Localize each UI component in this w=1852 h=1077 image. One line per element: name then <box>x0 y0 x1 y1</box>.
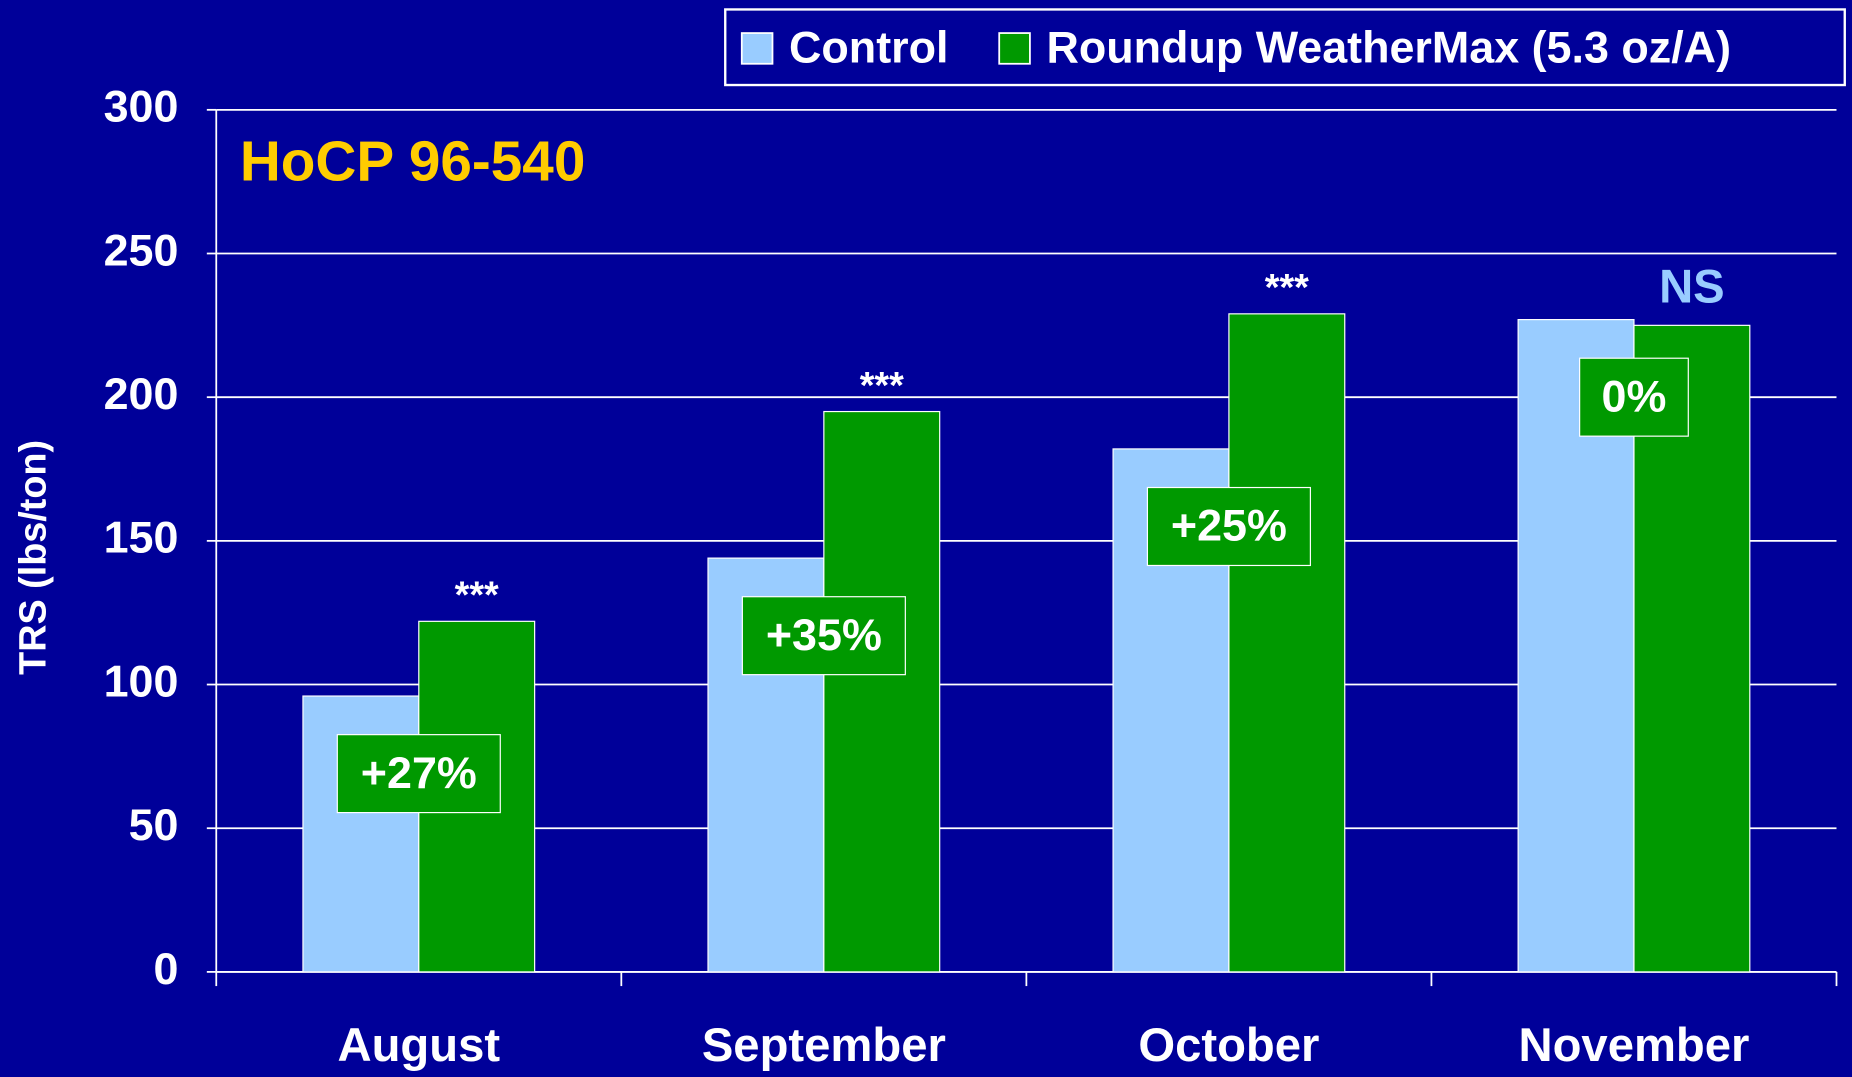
legend-label: Roundup WeatherMax (5.3 oz/A) <box>1046 22 1731 73</box>
change-label: +25% <box>1171 500 1287 551</box>
significance-label: NS <box>1659 260 1725 313</box>
y-tick-label: 150 <box>104 512 179 563</box>
change-label: +27% <box>361 747 477 798</box>
bar <box>1228 313 1346 973</box>
y-tick-label: 200 <box>104 368 179 419</box>
x-tick-label: August <box>337 1019 500 1072</box>
y-tick-label: 0 <box>154 943 179 994</box>
y-axis-label: TRS (lbs/ton) <box>13 440 55 675</box>
x-tick-label: September <box>702 1019 946 1072</box>
significance-label: *** <box>1265 267 1309 309</box>
change-box <box>336 734 501 814</box>
change-box <box>741 596 906 676</box>
y-tick-label: 300 <box>104 81 179 132</box>
legend-swatch <box>998 32 1031 65</box>
y-tick-label: 100 <box>104 655 179 706</box>
legend-label: Control <box>789 22 948 73</box>
x-tick-label: November <box>1518 1019 1749 1072</box>
significance-label: *** <box>455 575 499 617</box>
y-tick-label: 50 <box>129 799 179 850</box>
y-tick-label: 250 <box>104 224 179 275</box>
significance-label: *** <box>860 365 904 407</box>
chart-subtitle: HoCP 96-540 <box>240 130 585 193</box>
bar <box>823 410 941 973</box>
change-label: 0% <box>1602 370 1667 421</box>
change-box <box>1579 357 1689 437</box>
legend-swatch <box>740 32 774 65</box>
change-label: +35% <box>766 609 882 660</box>
legend-box <box>724 8 1846 87</box>
x-tick-label: October <box>1138 1019 1319 1072</box>
change-box <box>1146 486 1311 567</box>
